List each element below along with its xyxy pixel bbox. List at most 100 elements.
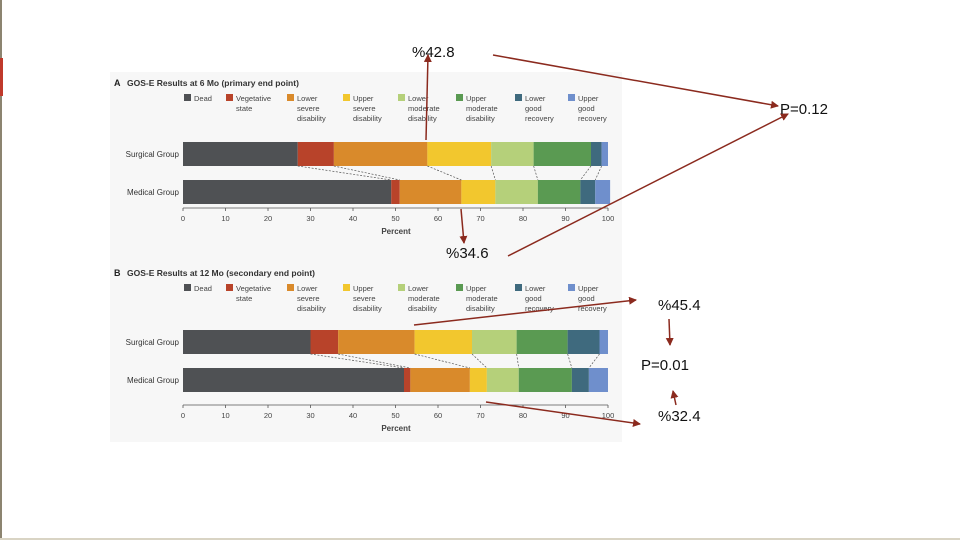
connector-b-7	[588, 353, 600, 369]
x-tick-label-a-70: 70	[476, 214, 484, 223]
bar-b-medical-group-lower-good-recovery	[571, 368, 589, 392]
panel-b-letter: B	[114, 268, 121, 278]
connector-b-6	[567, 353, 573, 369]
arrow-b-p-up	[665, 318, 674, 346]
bar-a-medical-group-dead	[183, 180, 392, 204]
bar-b-medical-group-upper-moderate-disability	[518, 368, 572, 392]
bar-b-medical-group-vegetative-state	[404, 368, 411, 392]
figure-panel: A GOS-E Results at 6 Mo (primary end poin…	[110, 72, 622, 442]
legend-swatch-lower-severe-disability	[287, 284, 294, 291]
x-tick-label-a-90: 90	[561, 214, 569, 223]
x-tick-label-b-60: 60	[434, 411, 442, 420]
bar-b-medical-group-lower-moderate-disability	[486, 368, 519, 392]
x-tick-label-a-10: 10	[221, 214, 229, 223]
connector-b-2	[338, 353, 411, 369]
x-tick-label-b-100: 100	[602, 411, 615, 420]
bar-b-surgical-group-lower-good-recovery	[567, 330, 600, 354]
annotation-a-p-value: P=0.12	[780, 101, 828, 118]
connector-b-3	[414, 353, 470, 369]
legend-swatch-upper-good-recovery	[568, 284, 575, 291]
bar-a-medical-group-upper-moderate-disability	[537, 180, 581, 204]
connector-a-1	[297, 165, 392, 181]
legend-label-lower-moderate-disability: Lower moderate disability	[408, 94, 440, 123]
bar-b-medical-group-lower-severe-disability	[410, 368, 470, 392]
legend-label-upper-good-recovery: Upper good recovery	[578, 284, 607, 313]
connector-b-1	[310, 353, 405, 369]
x-tick-label-a-40: 40	[349, 214, 357, 223]
x-tick-label-a-30: 30	[306, 214, 314, 223]
x-tick-label-a-0: 0	[181, 214, 185, 223]
legend-swatch-upper-good-recovery	[568, 94, 575, 101]
legend-label-lower-good-recovery: Lower good recovery	[525, 284, 554, 313]
legend-label-upper-good-recovery: Upper good recovery	[578, 94, 607, 123]
panel-b-title: GOS-E Results at 12 Mo (secondary end po…	[127, 268, 315, 278]
legend-swatch-upper-severe-disability	[343, 94, 350, 101]
x-axis-label-a: Percent	[381, 227, 411, 236]
bar-b-surgical-group-lower-severe-disability	[338, 330, 415, 354]
bar-b-surgical-group-vegetative-state	[310, 330, 339, 354]
bar-a-surgical-group-upper-moderate-disability	[533, 142, 591, 166]
connector-a-4	[490, 165, 496, 181]
x-tick-label-a-60: 60	[434, 214, 442, 223]
legend-label-vegetative-state: Vegetative state	[236, 94, 271, 113]
arrow-b-p-down	[670, 390, 679, 406]
legend-swatch-dead	[184, 284, 191, 291]
legend-swatch-lower-moderate-disability	[398, 284, 405, 291]
x-tick-label-b-40: 40	[349, 411, 357, 420]
bar-b-surgical-group-lower-moderate-disability	[472, 330, 517, 354]
connector-a-5	[533, 165, 539, 181]
x-tick-label-b-90: 90	[561, 411, 569, 420]
legend-label-upper-moderate-disability: Upper moderate disability	[466, 94, 498, 123]
x-tick-label-b-70: 70	[476, 411, 484, 420]
legend-label-lower-severe-disability: Lower severe disability	[297, 284, 326, 313]
bar-a-medical-group-lower-severe-disability	[399, 180, 462, 204]
legend-label-lower-severe-disability: Lower severe disability	[297, 94, 326, 123]
legend-label-dead: Dead	[194, 94, 212, 103]
x-tick-label-a-50: 50	[391, 214, 399, 223]
bar-a-surgical-group-vegetative-state	[297, 142, 334, 166]
x-tick-label-b-10: 10	[221, 411, 229, 420]
bar-a-medical-group-upper-good-recovery	[595, 180, 611, 204]
bar-b-medical-group-upper-good-recovery	[588, 368, 608, 392]
legend-label-dead: Dead	[194, 284, 212, 293]
legend-swatch-lower-good-recovery	[515, 284, 522, 291]
legend-swatch-vegetative-state	[226, 94, 233, 101]
legend-swatch-lower-good-recovery	[515, 94, 522, 101]
legend-swatch-lower-moderate-disability	[398, 94, 405, 101]
legend-swatch-upper-severe-disability	[343, 284, 350, 291]
bar-b-surgical-group-upper-good-recovery	[599, 330, 608, 354]
x-tick-label-b-30: 30	[306, 411, 314, 420]
bar-a-medical-group-lower-moderate-disability	[495, 180, 538, 204]
legend-swatch-upper-moderate-disability	[456, 94, 463, 101]
legend-swatch-lower-severe-disability	[287, 94, 294, 101]
x-tick-label-b-20: 20	[264, 411, 272, 420]
legend-label-upper-severe-disability: Upper severe disability	[353, 284, 382, 313]
connector-b-4	[471, 353, 488, 369]
legend-label-lower-good-recovery: Lower good recovery	[525, 94, 554, 123]
panel-a-letter: A	[114, 78, 121, 88]
legend-label-lower-moderate-disability: Lower moderate disability	[408, 284, 440, 313]
annotation-b-medical: %32.4	[658, 408, 701, 425]
bar-b-surgical-group-upper-severe-disability	[414, 330, 472, 354]
x-tick-label-b-0: 0	[181, 411, 185, 420]
x-tick-label-a-100: 100	[602, 214, 615, 223]
x-tick-label-a-20: 20	[264, 214, 272, 223]
bar-a-surgical-group-dead	[183, 142, 298, 166]
annotation-a-medical: %34.6	[446, 245, 489, 262]
legend-swatch-dead	[184, 94, 191, 101]
bar-a-medical-group-lower-good-recovery	[580, 180, 596, 204]
bar-a-surgical-group-lower-good-recovery	[591, 142, 602, 166]
legend-label-vegetative-state: Vegetative state	[236, 284, 271, 303]
category-label-b-medical-group: Medical Group	[127, 376, 180, 385]
bar-b-surgical-group-upper-moderate-disability	[516, 330, 568, 354]
bar-b-medical-group-upper-severe-disability	[469, 368, 487, 392]
x-tick-label-b-50: 50	[391, 411, 399, 420]
legend-label-upper-moderate-disability: Upper moderate disability	[466, 284, 498, 313]
connector-a-2	[333, 165, 400, 181]
category-label-a-surgical-group: Surgical Group	[126, 150, 180, 159]
slide-left-border	[0, 0, 2, 540]
annotation-b-surgical: %45.4	[658, 297, 701, 314]
bar-a-medical-group-upper-severe-disability	[461, 180, 496, 204]
gose-chart: A GOS-E Results at 6 Mo (primary end poin…	[114, 78, 615, 433]
category-label-b-surgical-group: Surgical Group	[126, 338, 180, 347]
